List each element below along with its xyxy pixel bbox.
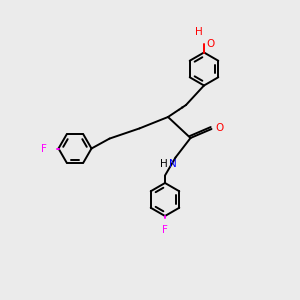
Text: N: N <box>169 159 177 169</box>
Text: O: O <box>206 39 215 49</box>
Text: F: F <box>162 225 168 235</box>
Text: F: F <box>41 143 47 154</box>
Text: H: H <box>160 159 167 169</box>
Text: O: O <box>215 123 223 134</box>
Text: H: H <box>195 27 203 37</box>
